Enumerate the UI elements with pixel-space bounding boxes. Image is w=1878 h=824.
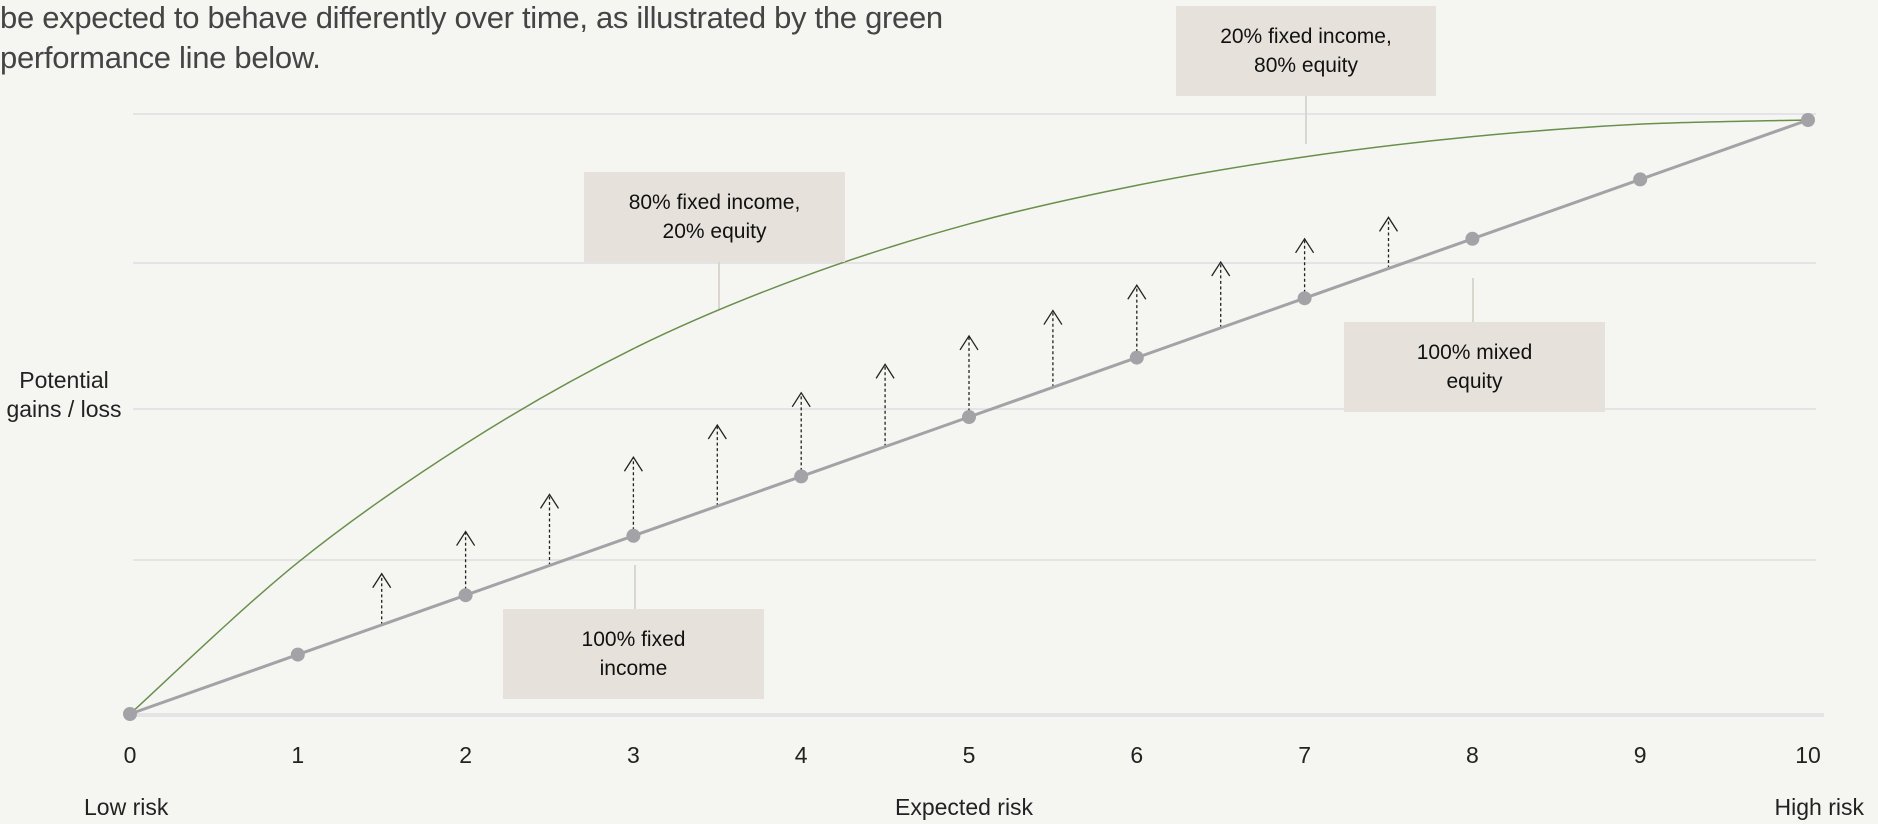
x-tick-label: 10	[1795, 742, 1821, 768]
data-point	[962, 410, 976, 424]
callout-100-mixed-equity: 100% mixed equity	[1344, 322, 1605, 412]
gain-arrow-head	[372, 572, 392, 589]
intro-text: be expected to behave differently over t…	[0, 0, 943, 75]
callout-line-1: 100% mixed	[1416, 341, 1533, 364]
callout-80-fixed-20-equity: 80% fixed income, 20% equity	[584, 172, 845, 262]
x-axis-ticks: 0 1 2 3 4 5 6 7 8 9 10	[124, 742, 1821, 768]
callout-line-2: 20% equity	[662, 220, 767, 243]
gain-arrow-head	[875, 363, 895, 379]
series-points	[123, 113, 1815, 721]
data-point	[1633, 172, 1648, 187]
x-tick-label: 0	[124, 742, 137, 768]
gain-arrow-head	[1043, 309, 1063, 325]
gain-arrow-head	[791, 391, 811, 408]
x-tick-label: 5	[963, 742, 976, 768]
gain-arrow-head	[456, 530, 476, 546]
x-tick-label: 8	[1466, 742, 1479, 768]
gain-arrow-head	[959, 334, 979, 351]
callout-connectors	[634, 96, 1474, 609]
callout-line-1: 80% fixed income,	[628, 191, 801, 214]
gain-arrow-head	[707, 423, 727, 440]
data-point	[626, 528, 641, 543]
callout-20-fixed-80-equity: 20% fixed income, 80% equity	[1176, 6, 1436, 96]
x-axis-title: Expected risk	[895, 794, 1034, 820]
data-point	[1297, 291, 1312, 306]
x-axis-high-label: High risk	[1774, 794, 1864, 820]
callout-line-2: equity	[1446, 370, 1503, 393]
data-point	[1129, 350, 1144, 365]
x-tick-label: 1	[291, 742, 304, 768]
performance-curve	[129, 119, 1809, 715]
x-tick-label: 9	[1634, 742, 1647, 768]
gain-arrow-head	[1127, 284, 1147, 300]
gain-arrow-head	[539, 493, 560, 509]
x-tick-label: 4	[795, 742, 808, 768]
callout-line-1: 20% fixed income,	[1220, 25, 1392, 48]
gain-arrow-head	[1378, 216, 1399, 232]
x-tick-label: 2	[459, 742, 472, 768]
x-tick-label: 3	[627, 742, 640, 768]
gain-arrow-head	[1295, 237, 1315, 254]
data-point	[458, 588, 473, 603]
data-point	[290, 647, 305, 662]
data-point	[1801, 113, 1815, 127]
callout-100-fixed-income: 100% fixed income	[503, 609, 764, 699]
data-point	[794, 469, 809, 484]
gain-arrow-head	[623, 456, 643, 472]
x-axis-low-label: Low risk	[84, 794, 169, 820]
callout-line-1: 100% fixed	[581, 628, 686, 651]
gain-arrows	[372, 216, 1399, 625]
callout-line-2: 80% equity	[1254, 54, 1358, 77]
gain-arrow-head	[1211, 260, 1231, 277]
x-tick-label: 7	[1298, 742, 1311, 768]
data-point	[1465, 231, 1480, 246]
callout-line-2: income	[599, 657, 668, 680]
data-point	[123, 707, 137, 721]
y-axis-label: Potential gains / loss	[6, 367, 122, 422]
x-tick-label: 6	[1130, 742, 1143, 768]
